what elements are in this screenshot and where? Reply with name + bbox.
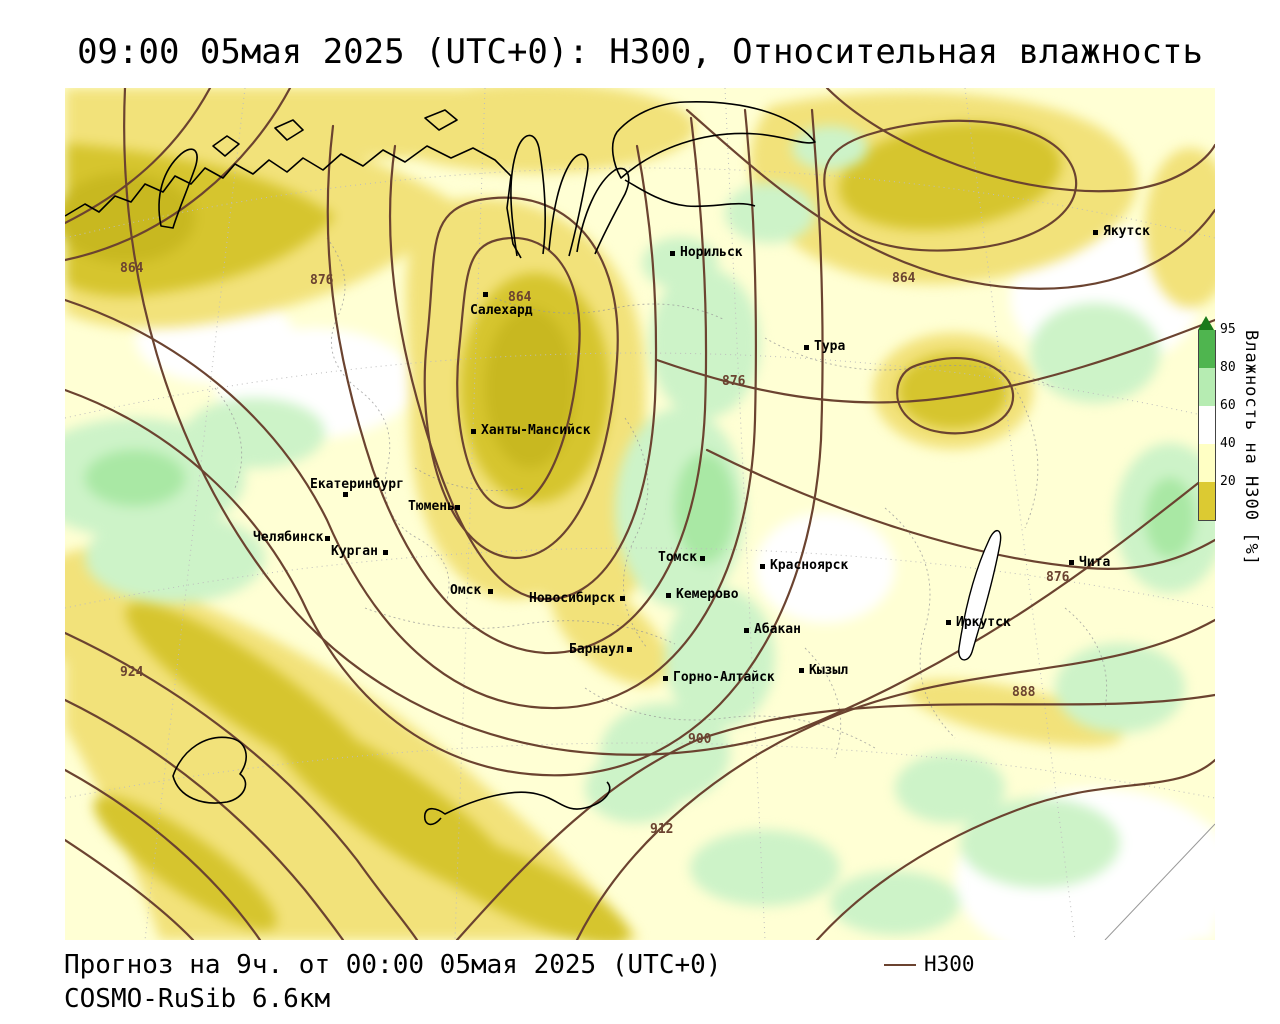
legend-h300-label: H300 [924,952,975,976]
city-label: Тюмень [408,499,455,514]
city-marker [666,593,671,598]
coastline-layer [65,101,1002,826]
city-label: Екатеринбург [310,477,404,492]
colorbar-tick-label: 60 [1220,398,1236,413]
legend-h300-line [884,964,916,966]
contour-label: 864 [120,261,144,276]
city-label: Горно-Алтайск [673,670,775,685]
city-label: Томск [658,550,698,565]
colorbar-ticks: 95 80 60 40 20 [1220,316,1260,536]
colorbar-segment [1199,330,1215,368]
contour-label: 876 [722,374,746,389]
colorbar-arrow-icon [1198,316,1214,330]
colorbar-axis-label: Влажность на H300 [%] [1241,330,1261,566]
city-label: Норильск [680,245,743,260]
city-marker [383,550,388,555]
colorbar-scale [1198,330,1216,521]
humidity-fill-layer [65,88,1215,940]
city-marker [804,345,809,350]
city-marker [1069,560,1074,565]
map-overlays: Норильск Якутск Салехард Тура Ханты-Мансийск… [65,88,1215,940]
contour-label: 876 [1046,570,1070,585]
colorbar-segment [1199,368,1215,406]
forecast-info: Прогноз на 9ч. от 00:00 05мая 2025 (UTC+… [64,950,722,980]
contour-label: 864 [892,271,916,286]
weather-map: Норильск Якутск Салехард Тура Ханты-Мансийск… [65,88,1215,940]
colorbar-tick-label: 40 [1220,436,1236,451]
colorbar-segment [1199,406,1215,444]
city-label: Новосибирск [529,591,616,606]
city-marker [325,536,330,541]
city-marker [799,668,804,673]
city-marker [670,251,675,256]
colorbar-tick-label: 95 [1220,322,1236,337]
page-title: 09:00 05мая 2025 (UTC+0): H300, Относите… [77,32,1203,72]
city-marker [343,492,348,497]
contour-label: 924 [120,665,144,680]
geopotential-contours-layer [65,88,1215,940]
city-marker [471,429,476,434]
contour-label: 900 [688,732,712,747]
colorbar-segment [1199,482,1215,520]
city-marker [744,628,749,633]
city-marker [663,676,668,681]
contour-label: 888 [1012,685,1036,700]
model-info: COSMO-RuSib 6.6км [64,984,331,1014]
city-marker [483,292,488,297]
city-label: Кызыл [809,663,849,678]
city-marker [455,505,460,510]
colorbar-tick-label: 20 [1220,474,1236,489]
colorbar-tick-label: 80 [1220,360,1236,375]
city-label: Абакан [754,622,801,637]
city-marker [620,596,625,601]
city-marker [760,564,765,569]
city-label: Иркутск [956,615,1011,630]
colorbar: 95 80 60 40 20 [1198,316,1236,521]
city-marker [627,647,632,652]
city-label: Тура [814,339,846,354]
city-label: Барнаул [569,642,624,657]
city-label: Чита [1079,555,1111,570]
city-label: Омск [450,583,482,598]
city-label: Челябинск [253,530,324,545]
city-label: Кемерово [676,587,739,602]
city-marker [946,620,951,625]
city-label: Якутск [1103,224,1150,239]
contour-label: 864 [508,290,532,305]
admin-borders-layer [214,237,1108,759]
city-label: Ханты-Мансийск [481,423,591,438]
contour-label: 912 [650,822,674,837]
city-label: Красноярск [770,558,849,573]
colorbar-segment [1199,444,1215,482]
city-marker [1093,230,1098,235]
city-marker [700,556,705,561]
city-label: Курган [331,544,378,559]
city-marker [488,589,493,594]
contour-label: 876 [310,273,334,288]
map-canvas [65,88,1215,940]
city-label: Салехард [470,303,533,318]
